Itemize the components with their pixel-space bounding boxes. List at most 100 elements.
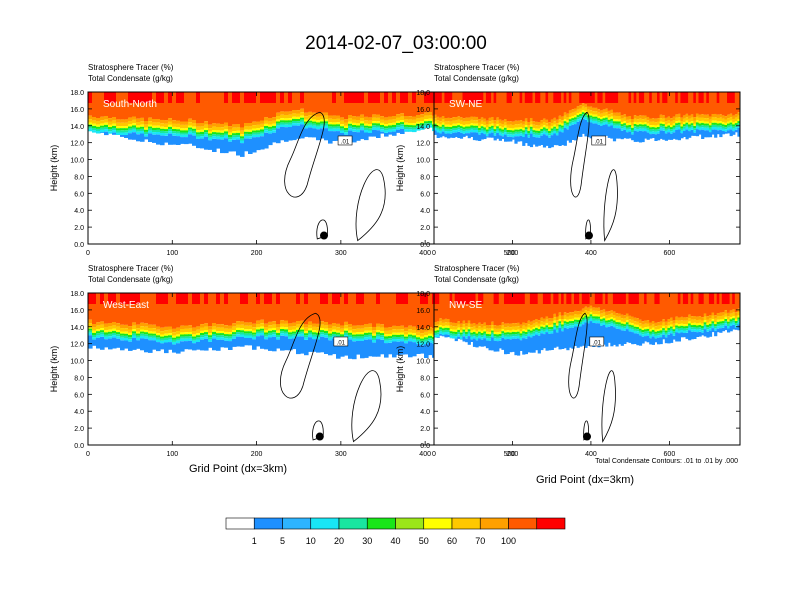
tracer-cell [276,128,281,144]
tracer-cell [607,124,611,127]
tracer-cell [434,128,438,131]
tracer-cell [100,120,105,124]
tracer-cell [276,327,281,331]
tracer-cell [695,316,700,320]
tracer-cell [160,293,165,304]
tracer-cell [156,337,161,340]
tracer-cell [316,126,321,130]
subtitle-condensate: Total Condensate (g/kg) [434,74,519,83]
tracer-cell [714,328,718,331]
tracer-cell [384,103,389,118]
tracer-cell [92,125,97,128]
tracer-cell [555,320,560,324]
tracer-cell [467,293,471,304]
tracer-cell [462,324,466,328]
tracer-cell [457,116,461,120]
tracer-cell [633,293,637,304]
tracer-cell [605,327,609,347]
tracer-cell [491,334,495,338]
tracer-cell [308,337,313,352]
tracer-cell [524,103,528,119]
tracer-cell [493,340,497,352]
tracer-cell [649,92,653,103]
tracer-cell [597,323,601,348]
tracer-cell [92,330,97,333]
tracer-cell [667,116,671,120]
tracer-cell [96,118,101,122]
tracer-cell [537,329,541,332]
tracer-cell [296,321,301,325]
tracer-cell [336,334,341,337]
tracer-cell [542,334,547,349]
tracer-cell [612,322,617,325]
tracer-cell [462,129,466,132]
tracer-cell [434,125,438,128]
tracer-cell [711,319,715,322]
tracer-cell [478,122,482,126]
tracer-cell [631,293,635,304]
tracer-cell [140,126,145,129]
tracer-cell [384,336,389,339]
tracer-cell [662,126,666,129]
tracer-cell [256,329,261,332]
tracer-cell [680,128,684,131]
tracer-cell [649,125,653,128]
tracer-cell [701,117,705,121]
tracer-cell [444,124,448,127]
tracer-cell [292,116,297,119]
tracer-cell [706,322,710,325]
tracer-cell [667,330,671,333]
tracer-cell [677,103,681,114]
tracer-cell [212,132,217,135]
tracer-cell [462,336,466,342]
tracer-cell [467,117,471,121]
tracer-cell [734,304,738,313]
tracer-cell [732,322,736,325]
tracer-cell [176,123,181,128]
tracer-cell [132,132,137,140]
tracer-cell [384,340,389,344]
tracer-cell [465,326,469,330]
tracer-cell [732,325,736,330]
tracer-cell [260,120,265,124]
tracer-cell [633,328,637,331]
tracer-cell [592,318,596,321]
x-tick-label: 600 [664,250,676,257]
tracer-cell [120,304,125,325]
tracer-cell [695,325,700,328]
tracer-cell [439,124,443,127]
tracer-cell [615,92,619,103]
tracer-cell [478,335,482,339]
tracer-cell [690,327,694,330]
tracer-cell [664,128,668,131]
tracer-cell [620,118,624,122]
tracer-cell [180,132,185,135]
tracer-cell [548,318,552,322]
tracer-cell [527,320,531,325]
tracer-cell [670,333,674,343]
tracer-cell [514,124,518,128]
tracer-cell [631,332,635,345]
tracer-cell [714,117,718,121]
tracer-cell [568,121,572,124]
tracer-cell [706,118,710,122]
y-axis-label: Height (km) [395,145,405,192]
tracer-cell [188,103,193,119]
tracer-cell [540,123,544,127]
tracer-cell [563,92,567,103]
tracer-cell [276,330,281,333]
tracer-cell [504,334,508,337]
tracer-cell [581,103,585,107]
tracer-cell [631,304,635,317]
tracer-cell [703,118,707,122]
tracer-cell [104,323,109,327]
tracer-cell [208,329,213,334]
tracer-cell [459,120,464,125]
tracer-cell [340,130,345,133]
tracer-cell [729,124,733,127]
tracer-cell [188,92,193,103]
tracer-cell [428,123,433,126]
tracer-cell [296,304,301,321]
tracer-cell [356,120,361,124]
tracer-cell [252,332,257,335]
